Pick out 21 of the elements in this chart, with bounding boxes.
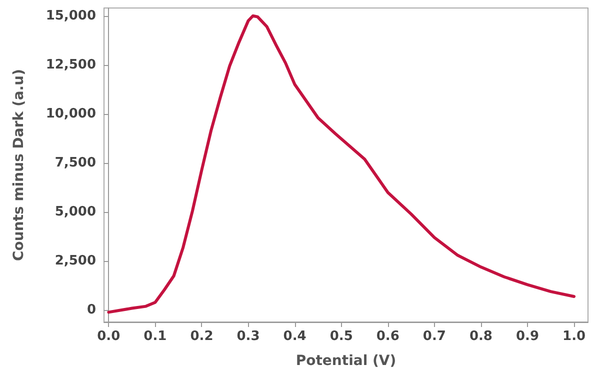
x-tick-label: 1.0 [562, 329, 586, 344]
x-tick-label: 0.5 [330, 329, 353, 344]
x-tick-label: 0.2 [190, 329, 214, 344]
y-tick-label: 12,500 [46, 57, 96, 72]
y-tick-label: 10,000 [46, 106, 96, 122]
y-tick-label: 2,500 [54, 254, 96, 269]
x-tick-label: 0.1 [144, 329, 167, 344]
x-tick-label: 0.3 [236, 329, 260, 344]
y-tick-label: 15,000 [46, 8, 96, 24]
x-tick-label: 0.0 [97, 329, 120, 344]
x-tick-label: 0.4 [283, 329, 306, 344]
y-tick-label: 0 [86, 302, 96, 318]
y-tick-label: 7,500 [54, 156, 96, 171]
x-tick-label: 0.8 [469, 329, 492, 344]
line-series [107, 14, 576, 314]
y-tick-label: 5,000 [54, 204, 96, 220]
y-axis-title: Counts minus Dark (a.u) [11, 69, 27, 261]
x-tick-label: 0.7 [422, 329, 446, 344]
x-tick-label: 0.9 [516, 329, 540, 344]
x-tick-label: 0.6 [376, 329, 400, 344]
x-axis-title: Potential (V) [296, 353, 396, 369]
